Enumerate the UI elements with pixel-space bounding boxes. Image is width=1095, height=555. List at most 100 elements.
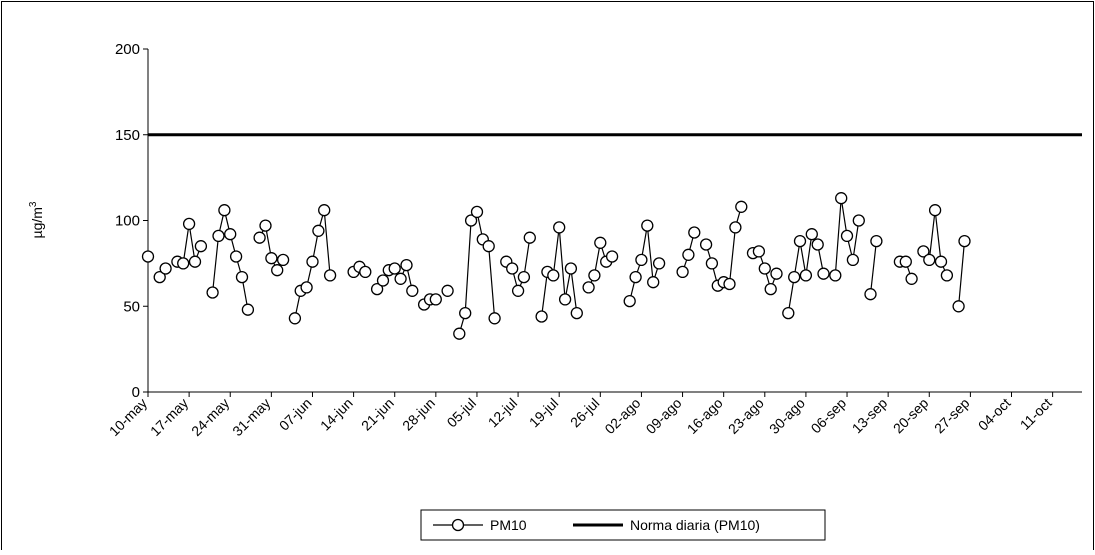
pm10-data-point bbox=[564, 262, 578, 275]
pm10-data-point bbox=[188, 255, 202, 268]
pm10-data-point bbox=[623, 294, 636, 308]
pm10-data-point bbox=[271, 264, 284, 277]
pm10-data-point bbox=[406, 284, 419, 297]
pm10-data-point bbox=[306, 255, 319, 268]
pm10-data-point bbox=[770, 267, 783, 280]
pm10-data-point bbox=[846, 253, 860, 267]
pm10-data-point bbox=[312, 224, 325, 237]
legend-norma-label: Norma diaria (PM10) bbox=[630, 517, 760, 533]
pm10-data-point bbox=[359, 265, 372, 279]
pm10-data-point bbox=[535, 310, 548, 323]
pm10-data-point bbox=[835, 192, 848, 205]
pm10-data-point bbox=[218, 204, 231, 217]
pm10-data-point bbox=[870, 234, 883, 248]
pm10-data-point bbox=[547, 269, 560, 282]
pm10-data-point bbox=[805, 228, 818, 241]
pm10-data-point bbox=[752, 245, 766, 258]
pm10-data-point bbox=[588, 269, 601, 282]
pm10-data-point bbox=[864, 288, 877, 301]
pm10-data-point bbox=[817, 267, 830, 280]
pm10-data-point bbox=[582, 281, 595, 294]
y-tick-label: 0 bbox=[132, 384, 140, 401]
pm10-data-point bbox=[300, 281, 313, 294]
pm10-data-point bbox=[934, 255, 948, 268]
pm10-data-point bbox=[923, 253, 936, 267]
y-axis-label-superscript: 3 bbox=[28, 201, 39, 207]
pm10-data-point bbox=[553, 221, 566, 234]
pm10-data-point bbox=[441, 284, 454, 297]
y-tick-label: 50 bbox=[123, 298, 140, 315]
pm10-data-point bbox=[570, 306, 583, 320]
pm10-data-point bbox=[699, 238, 713, 251]
pm10-data-point bbox=[506, 262, 519, 275]
pm10-data-point bbox=[829, 269, 842, 282]
pm10-data-point bbox=[676, 265, 689, 279]
legend-pm10-label: PM10 bbox=[490, 517, 527, 533]
pm10-data-point bbox=[459, 306, 472, 320]
pm10-data-point bbox=[723, 277, 736, 291]
pm10-data-point bbox=[488, 312, 501, 325]
y-tick-label: 100 bbox=[115, 213, 140, 230]
pm10-data-point bbox=[153, 270, 166, 284]
pm10-data-point bbox=[705, 257, 719, 270]
pm10-data-point bbox=[376, 274, 390, 287]
pm10-data-point bbox=[429, 293, 442, 306]
pm10-data-point bbox=[629, 270, 642, 284]
pm10-data-point bbox=[917, 245, 930, 258]
pm10-data-point bbox=[523, 231, 536, 244]
pm10-line-segment bbox=[958, 241, 966, 307]
pm10-data-point bbox=[605, 250, 619, 263]
legend-pm10-marker bbox=[451, 518, 465, 532]
pm10-data-point bbox=[647, 276, 660, 289]
pm10-data-point bbox=[764, 282, 777, 296]
pm10-data-point bbox=[840, 229, 854, 243]
pm10-data-point bbox=[453, 327, 466, 340]
pm10-data-point bbox=[729, 221, 742, 234]
pm10-data-point bbox=[229, 250, 243, 263]
pm10-data-point bbox=[852, 214, 865, 227]
pm10-data-point bbox=[141, 250, 155, 263]
pm10-data-point bbox=[206, 286, 219, 299]
pm10-data-point bbox=[641, 219, 654, 232]
pm10-data-point bbox=[224, 228, 237, 241]
y-axis: 0 50 100 150 200 bbox=[115, 41, 149, 401]
pm10-data-point bbox=[517, 270, 531, 284]
pm10-data-point bbox=[370, 282, 384, 296]
pm10-data-point bbox=[905, 272, 918, 285]
pm10-data-point bbox=[558, 293, 572, 306]
pm10-data-point bbox=[323, 269, 337, 282]
pm10-data-point bbox=[241, 303, 255, 316]
pm10-data-point bbox=[194, 240, 208, 253]
pm10-data-point bbox=[928, 204, 942, 217]
y-tick-label: 150 bbox=[115, 127, 140, 144]
pm10-data-point bbox=[793, 234, 807, 248]
legend: PM10 Norma diaria (PM10) bbox=[420, 509, 826, 541]
series-layer bbox=[141, 133, 1082, 340]
pm10-data-point bbox=[464, 214, 478, 227]
pm10-data-point bbox=[388, 262, 401, 275]
pm10-data-point bbox=[511, 284, 525, 297]
pm10-data-point bbox=[940, 269, 954, 282]
pm10-data-point bbox=[470, 205, 484, 219]
pm10-data-point bbox=[899, 255, 912, 268]
y-axis-label: µg/m3 bbox=[28, 201, 45, 238]
pm10-data-point bbox=[235, 270, 249, 284]
pm10-data-point bbox=[400, 258, 413, 272]
pm10-data-point bbox=[276, 253, 290, 267]
pm10-data-point bbox=[788, 270, 801, 284]
pm10-data-point bbox=[735, 200, 748, 213]
pm10-data-point bbox=[594, 236, 607, 249]
pm10-data-point bbox=[253, 231, 266, 244]
pm10-data-point bbox=[952, 300, 965, 313]
pm10-data-point bbox=[482, 240, 495, 253]
pm10-data-point bbox=[265, 252, 278, 265]
pm10-data-point bbox=[182, 217, 196, 231]
pm10-data-point bbox=[958, 234, 971, 248]
pm10-data-point bbox=[288, 312, 302, 325]
y-axis-label-unit: µg/m bbox=[29, 207, 45, 238]
pm10-data-point bbox=[688, 226, 701, 239]
pm10-data-point bbox=[159, 262, 172, 275]
pm10-data-point bbox=[394, 272, 407, 285]
